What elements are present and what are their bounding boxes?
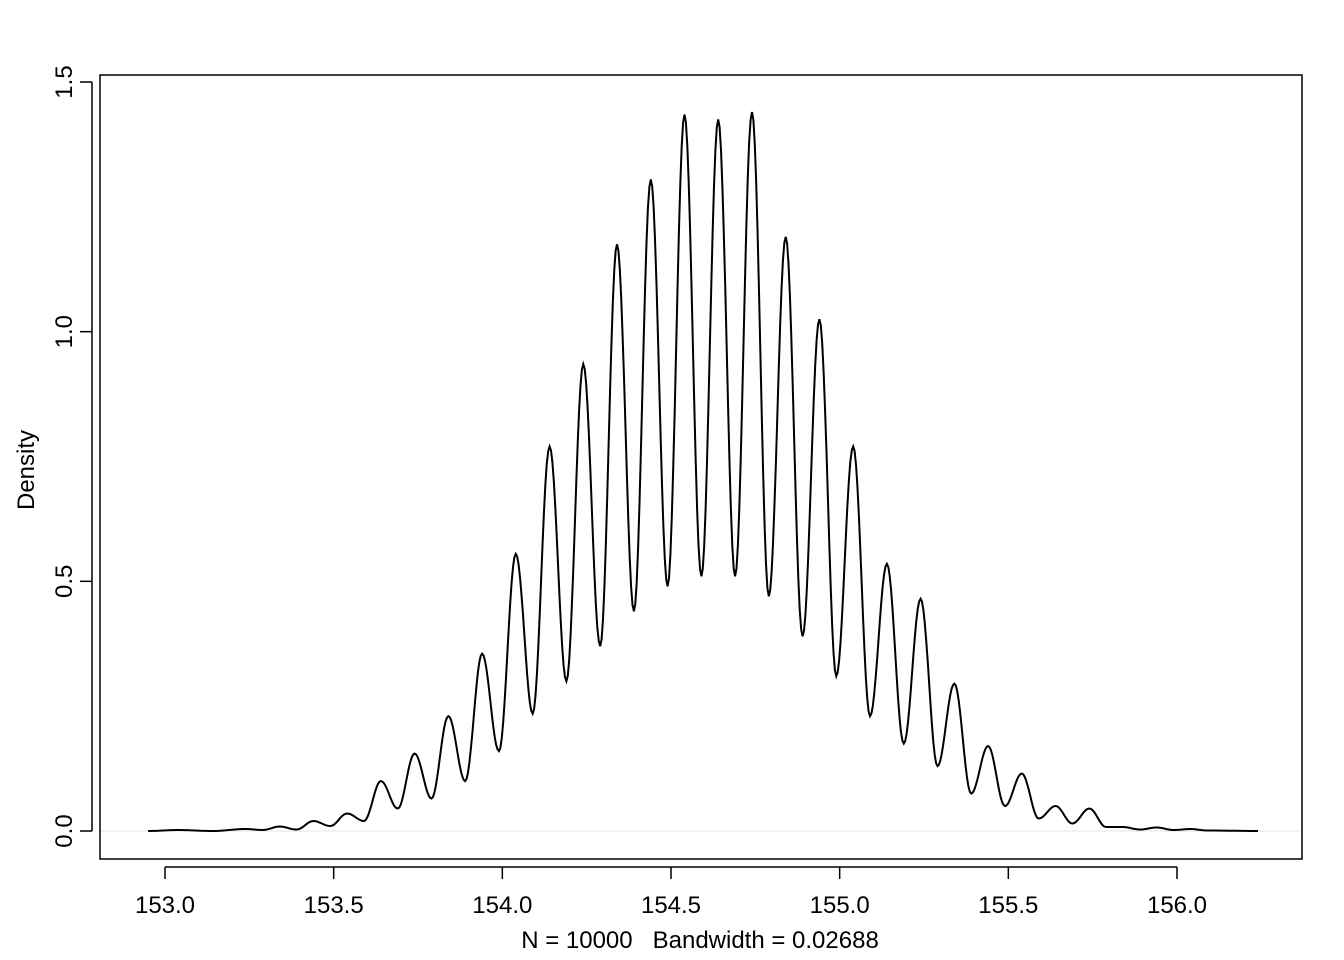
y-tick-label: 1.0 xyxy=(51,315,78,348)
x-axis-label: N = 10000 Bandwidth = 0.02688 xyxy=(521,927,879,954)
x-tick-label: 155.0 xyxy=(810,892,870,919)
density-curve xyxy=(148,111,1258,832)
x-tick-label: 153.5 xyxy=(304,892,364,919)
y-axis-label: Density xyxy=(13,430,40,510)
x-tick-label: 154.5 xyxy=(641,892,701,919)
x-tick-label: 154.0 xyxy=(472,892,532,919)
x-tick-label: 153.0 xyxy=(135,892,195,919)
y-tick-label: 0.5 xyxy=(51,565,78,598)
x-tick-label: 155.5 xyxy=(978,892,1038,919)
y-tick-label: 0.0 xyxy=(51,814,78,847)
y-tick-label: 1.5 xyxy=(51,65,78,98)
y-axis: 0.0 0.5 1.0 1.5 xyxy=(51,65,93,848)
x-axis: 153.0 153.5 154.0 154.5 155.0 155.5 156.0 xyxy=(135,866,1207,919)
x-tick-label: 156.0 xyxy=(1147,892,1207,919)
plot-frame xyxy=(99,74,1303,860)
